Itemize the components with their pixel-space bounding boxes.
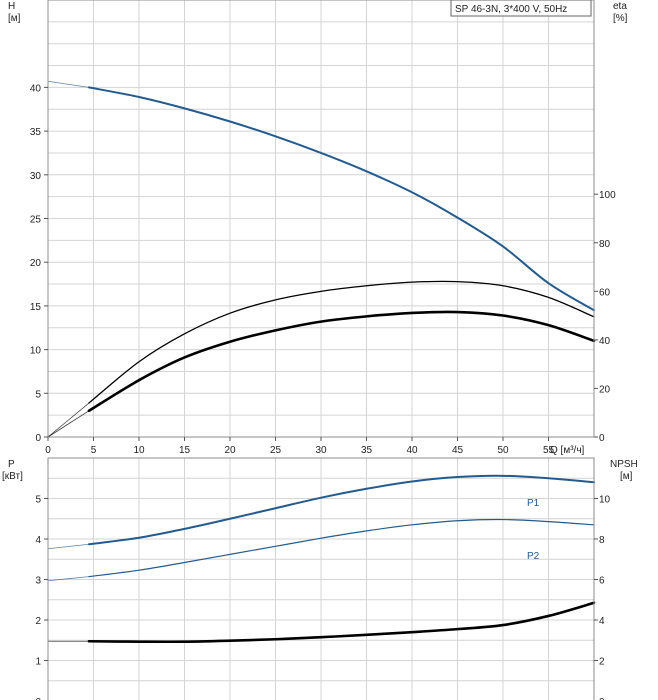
right-tick-label: 10 [599,495,611,506]
left-tick-label: 1 [35,657,41,668]
head-panel-grid [48,0,594,437]
left-tick-label: 5 [35,495,41,506]
curve-extrapolation-1-0 [47,543,90,550]
left-tick-label: 5 [35,389,41,400]
right-tick-label: 20 [599,384,611,395]
curve-series-0-2 [87,310,596,413]
power-panel-grid [48,458,594,700]
p1-series-label: P1 [527,498,540,509]
x-tick-label: 10 [133,445,145,456]
power-npsh-panel: 0 1 2 3 4 5 0 2 4 6 8 10 P [кВт] NPSH [м] P1 P2 [2,457,638,700]
x-tick-label: 5 [91,445,97,456]
right-tick-label: 0 [599,433,605,444]
x-tick-label: 45 [452,445,464,456]
head-axis-label: H [8,1,15,12]
left-tick-label: 3 [35,576,41,587]
left-tick-label: 0 [35,433,41,444]
efficiency-axis-unit: [%] [613,13,628,24]
pump-model-box [450,0,592,17]
npsh-axis-label: NPSH [610,459,638,470]
p2-series-label: P2 [527,551,540,562]
head-efficiency-panel: 0 5 10 15 20 25 30 35 40 45 50 55 0 5 10 15 20 25 30 35 40 0 2… [8,0,628,456]
curve-extrapolation-0-0 [47,80,90,88]
x-tick-label: 0 [45,445,51,456]
power-panel-curves [47,474,596,644]
x-tick-label: 40 [406,445,418,456]
head-panel-tick-labels: 0 5 10 15 20 25 30 35 40 45 50 55 0 5 10 15 20 25 30 35 40 0 2… [30,83,616,456]
head-axis-unit: [м] [8,13,21,24]
curve-series-1-2 [87,601,596,644]
right-tick-label: 40 [599,336,611,347]
left-tick-label: 25 [30,215,42,226]
left-tick-label: 30 [30,171,42,182]
left-tick-label: 0 [35,697,41,700]
x-tick-label: 50 [497,445,509,456]
right-tick-label: 6 [599,576,605,587]
curve-extrapolation-0-2 [47,410,90,438]
right-tick-label: 8 [599,535,605,546]
right-tick-label: 100 [599,190,616,201]
curve-series-1-1 [88,518,595,578]
head-panel-curves [47,80,596,438]
curve-series-0-0 [87,86,595,312]
curve-extrapolation-1-1 [47,576,90,582]
x-tick-label: 30 [315,445,327,456]
power-panel-tick-labels: 0 1 2 3 4 5 0 2 4 6 8 10 [35,495,610,700]
npsh-axis-unit: [м] [620,471,633,482]
curve-series-0-1 [88,280,595,404]
right-tick-label: 4 [599,616,605,627]
pump-model-title: SP 46-3N, 3*400 V, 50Hz [455,4,567,15]
right-tick-label: 2 [599,657,605,668]
curve-extrapolation-0-1 [47,402,90,438]
left-tick-label: 35 [30,127,42,138]
curve-series-1-0 [87,474,595,546]
left-tick-label: 10 [30,346,42,357]
x-tick-label: 25 [270,445,282,456]
x-tick-label: 35 [361,445,373,456]
x-tick-label: 15 [179,445,191,456]
left-tick-label: 2 [35,616,41,627]
x-tick-label: 20 [224,445,236,456]
right-tick-label: 80 [599,239,611,250]
left-tick-label: 4 [35,535,41,546]
left-tick-label: 40 [30,83,42,94]
left-tick-label: 15 [30,302,42,313]
flow-axis-label: Q [м³/ч] [550,445,585,456]
power-axis-unit: [кВт] [2,471,23,482]
efficiency-axis-label: eta [613,1,627,12]
x-tick-label: 55 [543,445,555,456]
right-tick-label: 60 [599,287,611,298]
left-tick-label: 20 [30,258,42,269]
power-axis-label: P [8,459,15,470]
right-tick-label: 0 [599,697,605,700]
